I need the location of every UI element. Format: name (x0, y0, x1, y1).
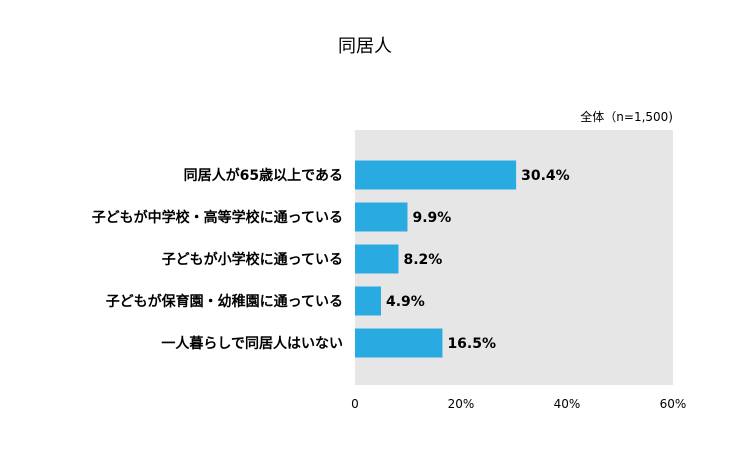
chart-title: 同居人 (338, 36, 392, 57)
category-label: 子どもが中学校・高等学校に通っている (92, 209, 343, 226)
x-tick-label: 60% (660, 397, 687, 411)
category-label: 一人暮らしで同居人はいない (161, 335, 343, 352)
x-tick-label: 40% (554, 397, 581, 411)
bar (355, 244, 399, 274)
value-label: 9.9% (412, 210, 451, 226)
sample-size-note: 全体（n=1,500) (580, 109, 673, 124)
bar (355, 160, 517, 190)
value-label: 8.2% (403, 252, 442, 268)
value-label: 16.5% (447, 336, 496, 352)
category-labels: 同居人が65歳以上である子どもが中学校・高等学校に通っている子どもが小学校に通っ… (92, 167, 343, 352)
value-labels: 30.4% 9.9% 8.2% 4.9% 16.5% (386, 168, 570, 352)
x-axis-ticks: 0 20% 40% 60% (351, 397, 686, 411)
x-tick-label: 0 (351, 397, 359, 411)
value-label: 30.4% (521, 168, 570, 184)
bars-group (355, 160, 517, 358)
bar (355, 328, 443, 358)
category-label: 子どもが保育園・幼稚園に通っている (106, 293, 343, 310)
bar (355, 286, 381, 316)
bar (355, 202, 408, 232)
value-label: 4.9% (386, 294, 425, 310)
category-label: 子どもが小学校に通っている (162, 251, 343, 268)
x-tick-label: 20% (448, 397, 475, 411)
category-label: 同居人が65歳以上である (184, 167, 343, 184)
